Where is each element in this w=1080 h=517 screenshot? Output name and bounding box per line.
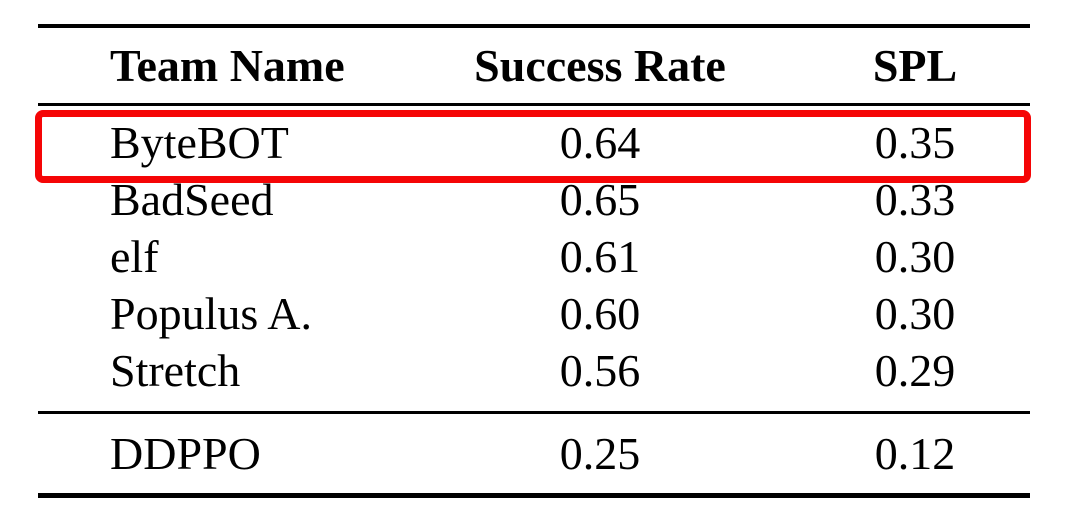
success-rate-cell: 0.61 bbox=[559, 230, 641, 282]
spl-cell: 0.30 bbox=[874, 230, 956, 282]
table-row-populus-a: Populus A. 0.60 0.30 bbox=[38, 285, 1030, 342]
success-rate-cell: 0.56 bbox=[559, 344, 641, 396]
column-header-success-rate: Success Rate bbox=[474, 39, 726, 91]
success-rate-cell: 0.65 bbox=[559, 173, 641, 225]
team-name-cell: BadSeed bbox=[110, 173, 274, 225]
success-rate-cell: 0.60 bbox=[559, 287, 641, 339]
team-name-cell: DDPPO bbox=[110, 427, 261, 479]
leaderboard-table: Team Name Success Rate SPL ByteBOT 0.64 … bbox=[38, 24, 1030, 498]
spl-cell: 0.29 bbox=[874, 344, 956, 396]
spl-cell: 0.12 bbox=[874, 427, 956, 479]
table-body: ByteBOT 0.64 0.35 BadSeed 0.65 0.33 elf … bbox=[38, 106, 1030, 411]
team-name-cell: ByteBOT bbox=[110, 116, 289, 168]
spl-cell: 0.33 bbox=[874, 173, 956, 225]
table-row-elf: elf 0.61 0.30 bbox=[38, 228, 1030, 285]
table-row-bytebot: ByteBOT 0.64 0.35 bbox=[38, 114, 1030, 171]
column-header-team-name: Team Name bbox=[110, 39, 345, 91]
table-row-ddppo: DDPPO 0.25 0.12 bbox=[38, 414, 1030, 493]
spl-cell: 0.30 bbox=[874, 287, 956, 339]
team-name-cell: Populus A. bbox=[110, 287, 312, 339]
team-name-cell: Stretch bbox=[110, 344, 241, 396]
team-name-cell: elf bbox=[110, 230, 159, 282]
success-rate-cell: 0.64 bbox=[559, 116, 641, 168]
table-bottom-rule bbox=[38, 493, 1030, 498]
spl-cell: 0.35 bbox=[874, 116, 956, 168]
table-row-badseed: BadSeed 0.65 0.33 bbox=[38, 171, 1030, 228]
table-header-row: Team Name Success Rate SPL bbox=[38, 28, 1030, 103]
table-row-stretch: Stretch 0.56 0.29 bbox=[38, 342, 1030, 399]
table-section-separator-rule bbox=[38, 411, 1030, 414]
table-header-rule bbox=[38, 103, 1030, 106]
success-rate-cell: 0.25 bbox=[559, 427, 641, 479]
column-header-spl: SPL bbox=[872, 39, 958, 91]
table-top-rule bbox=[38, 24, 1030, 28]
